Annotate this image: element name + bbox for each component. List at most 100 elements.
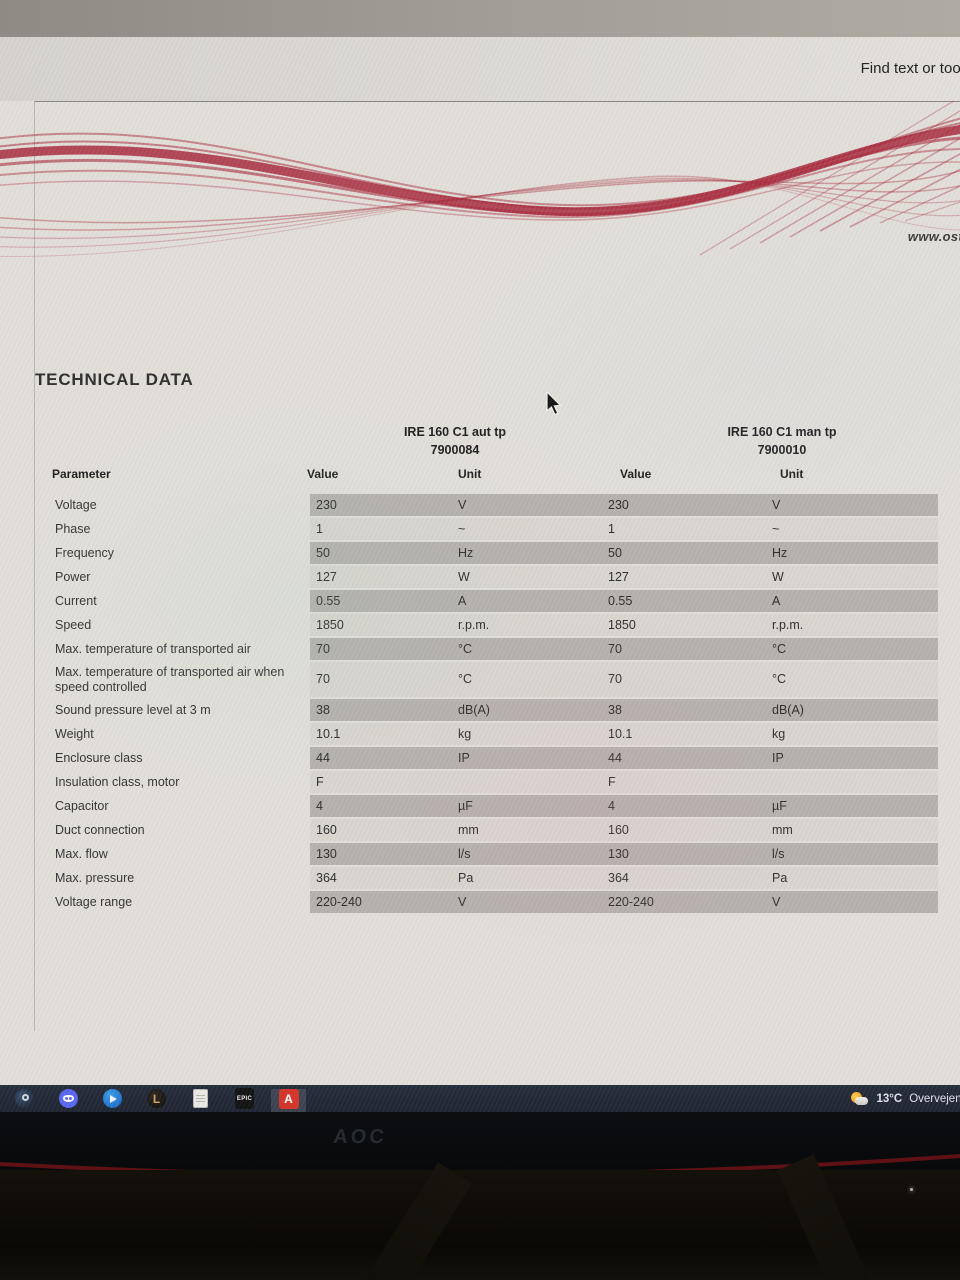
parameter-label: Sound pressure level at 3 m (55, 702, 211, 717)
value-cell-aut: 364 (316, 870, 337, 885)
unit-cell-aut: Pa (458, 870, 474, 885)
value-cell-aut: 10.1 (316, 726, 341, 741)
find-text-tool[interactable]: Find text or tool (860, 60, 960, 77)
parameter-label: Capacitor (55, 798, 109, 813)
unit-cell-man: dB(A) (772, 702, 804, 717)
parameter-label: Max. flow (55, 846, 108, 861)
unit-cell-aut: IP (458, 750, 470, 765)
parameter-label: Weight (55, 726, 94, 741)
table-row: Speed 1850 r.p.m. 1850 r.p.m. (0, 613, 960, 637)
unit-cell-aut: µF (458, 798, 473, 813)
unit-cell-man: Hz (772, 545, 788, 560)
column-header-unit-2: Unit (780, 467, 804, 481)
table-row: Current 0.55 A 0.55 A (0, 589, 960, 613)
value-cell-man: 38 (608, 702, 622, 717)
page-left-border (34, 101, 35, 1031)
table-row: Weight 10.1 kg 10.1 kg (0, 722, 960, 746)
parameter-label: Max. temperature of transported air (55, 641, 251, 656)
taskbar-weather-widget[interactable]: 13°C Overvejend (851, 1085, 960, 1112)
adobe-acrobat-icon[interactable]: A (271, 1088, 306, 1112)
row-stripe (310, 699, 938, 721)
steam-icon[interactable] (14, 1088, 35, 1109)
product-name: IRE 160 C1 aut tp (403, 425, 507, 439)
red-ribbon-graphic (0, 101, 960, 257)
parameter-label: Insulation class, motor (55, 774, 180, 789)
value-cell-man: 130 (608, 846, 629, 861)
unit-cell-man: r.p.m. (772, 617, 804, 632)
aoc-logo: AOC (332, 1126, 388, 1148)
value-cell-man: 127 (608, 569, 629, 584)
unit-cell-man: V (772, 497, 781, 512)
value-cell-man: 0.55 (608, 593, 633, 608)
unit-cell-man: mm (772, 822, 793, 837)
page-top-border (34, 101, 960, 102)
row-stripe (310, 542, 938, 564)
product-number: 7900084 (430, 443, 480, 457)
value-cell-man: 220-240 (608, 894, 654, 909)
weather-temperature: 13°C (876, 1092, 903, 1105)
product-header-man: IRE 160 C1 man tp 7900010 (657, 423, 907, 459)
unit-cell-man: A (772, 593, 781, 608)
row-stripe (310, 771, 938, 793)
monitor-screen: Find text or tool (0, 37, 960, 1112)
value-cell-aut: 38 (316, 702, 330, 717)
value-cell-man: 50 (608, 545, 622, 560)
value-cell-man: 230 (608, 497, 629, 512)
taskbar-icon-group: L EPIC A (14, 1085, 306, 1112)
row-stripe (310, 867, 938, 889)
parameter-label: Voltage range (55, 894, 133, 909)
weather-condition: Overvejend (909, 1092, 960, 1105)
parameter-label: Power (55, 569, 91, 584)
value-cell-aut: 160 (316, 822, 337, 837)
parameter-label: Current (55, 593, 97, 608)
parameter-label: Voltage (55, 497, 97, 512)
value-cell-aut: 1 (316, 521, 323, 536)
value-cell-aut: 0.55 (316, 593, 341, 608)
table-row: Duct connection 160 mm 160 mm (0, 818, 960, 842)
value-cell-aut: 127 (316, 569, 337, 584)
table-row: Enclosure class 44 IP 44 IP (0, 746, 960, 770)
value-cell-man: 44 (608, 750, 622, 765)
table-row: Capacitor 4 µF 4 µF (0, 794, 960, 818)
discord-icon[interactable] (58, 1088, 79, 1109)
row-stripe (310, 494, 938, 516)
row-stripe (310, 747, 938, 769)
unit-cell-man: °C (772, 641, 787, 656)
unit-cell-man: IP (772, 750, 784, 765)
blue-app-icon[interactable] (102, 1088, 123, 1109)
unit-cell-aut: Hz (458, 545, 474, 560)
value-cell-man: 70 (608, 641, 622, 656)
value-cell-aut: 4 (316, 798, 323, 813)
value-cell-aut: 220-240 (316, 894, 362, 909)
row-stripe (310, 662, 938, 697)
unit-cell-man: W (772, 569, 784, 584)
unit-cell-aut: A (458, 593, 467, 608)
column-header-value-2: Value (620, 467, 652, 481)
value-cell-aut: 1850 (316, 617, 344, 632)
website-url[interactable]: www.ost (907, 229, 960, 244)
product-name: IRE 160 C1 man tp (727, 425, 837, 439)
value-cell-man: 10.1 (608, 726, 633, 741)
value-cell-man: F (608, 774, 616, 789)
unit-cell-aut: W (458, 569, 470, 584)
unit-cell-aut: V (458, 497, 467, 512)
notepad-icon[interactable] (190, 1088, 211, 1109)
value-cell-aut: 50 (316, 545, 330, 560)
weather-icon (851, 1091, 869, 1106)
column-header-unit-1: Unit (458, 467, 482, 481)
unit-cell-aut: dB(A) (458, 702, 490, 717)
value-cell-aut: 44 (316, 750, 330, 765)
epic-games-icon[interactable]: EPIC (234, 1088, 255, 1109)
unit-cell-aut: ~ (458, 521, 466, 536)
table-row: Max. flow 130 l/s 130 l/s (0, 842, 960, 866)
table-row: Max. pressure 364 Pa 364 Pa (0, 866, 960, 890)
value-cell-man: 70 (608, 672, 622, 686)
row-stripe (310, 843, 938, 865)
windows-taskbar: L EPIC A 13°C Overvejend (0, 1085, 960, 1112)
product-number: 7900010 (757, 443, 807, 457)
power-led (910, 1188, 913, 1191)
table-row: Power 127 W 127 W (0, 565, 960, 589)
row-stripe (310, 638, 938, 660)
unit-cell-man: Pa (772, 870, 788, 885)
league-of-legends-icon[interactable]: L (146, 1088, 167, 1109)
